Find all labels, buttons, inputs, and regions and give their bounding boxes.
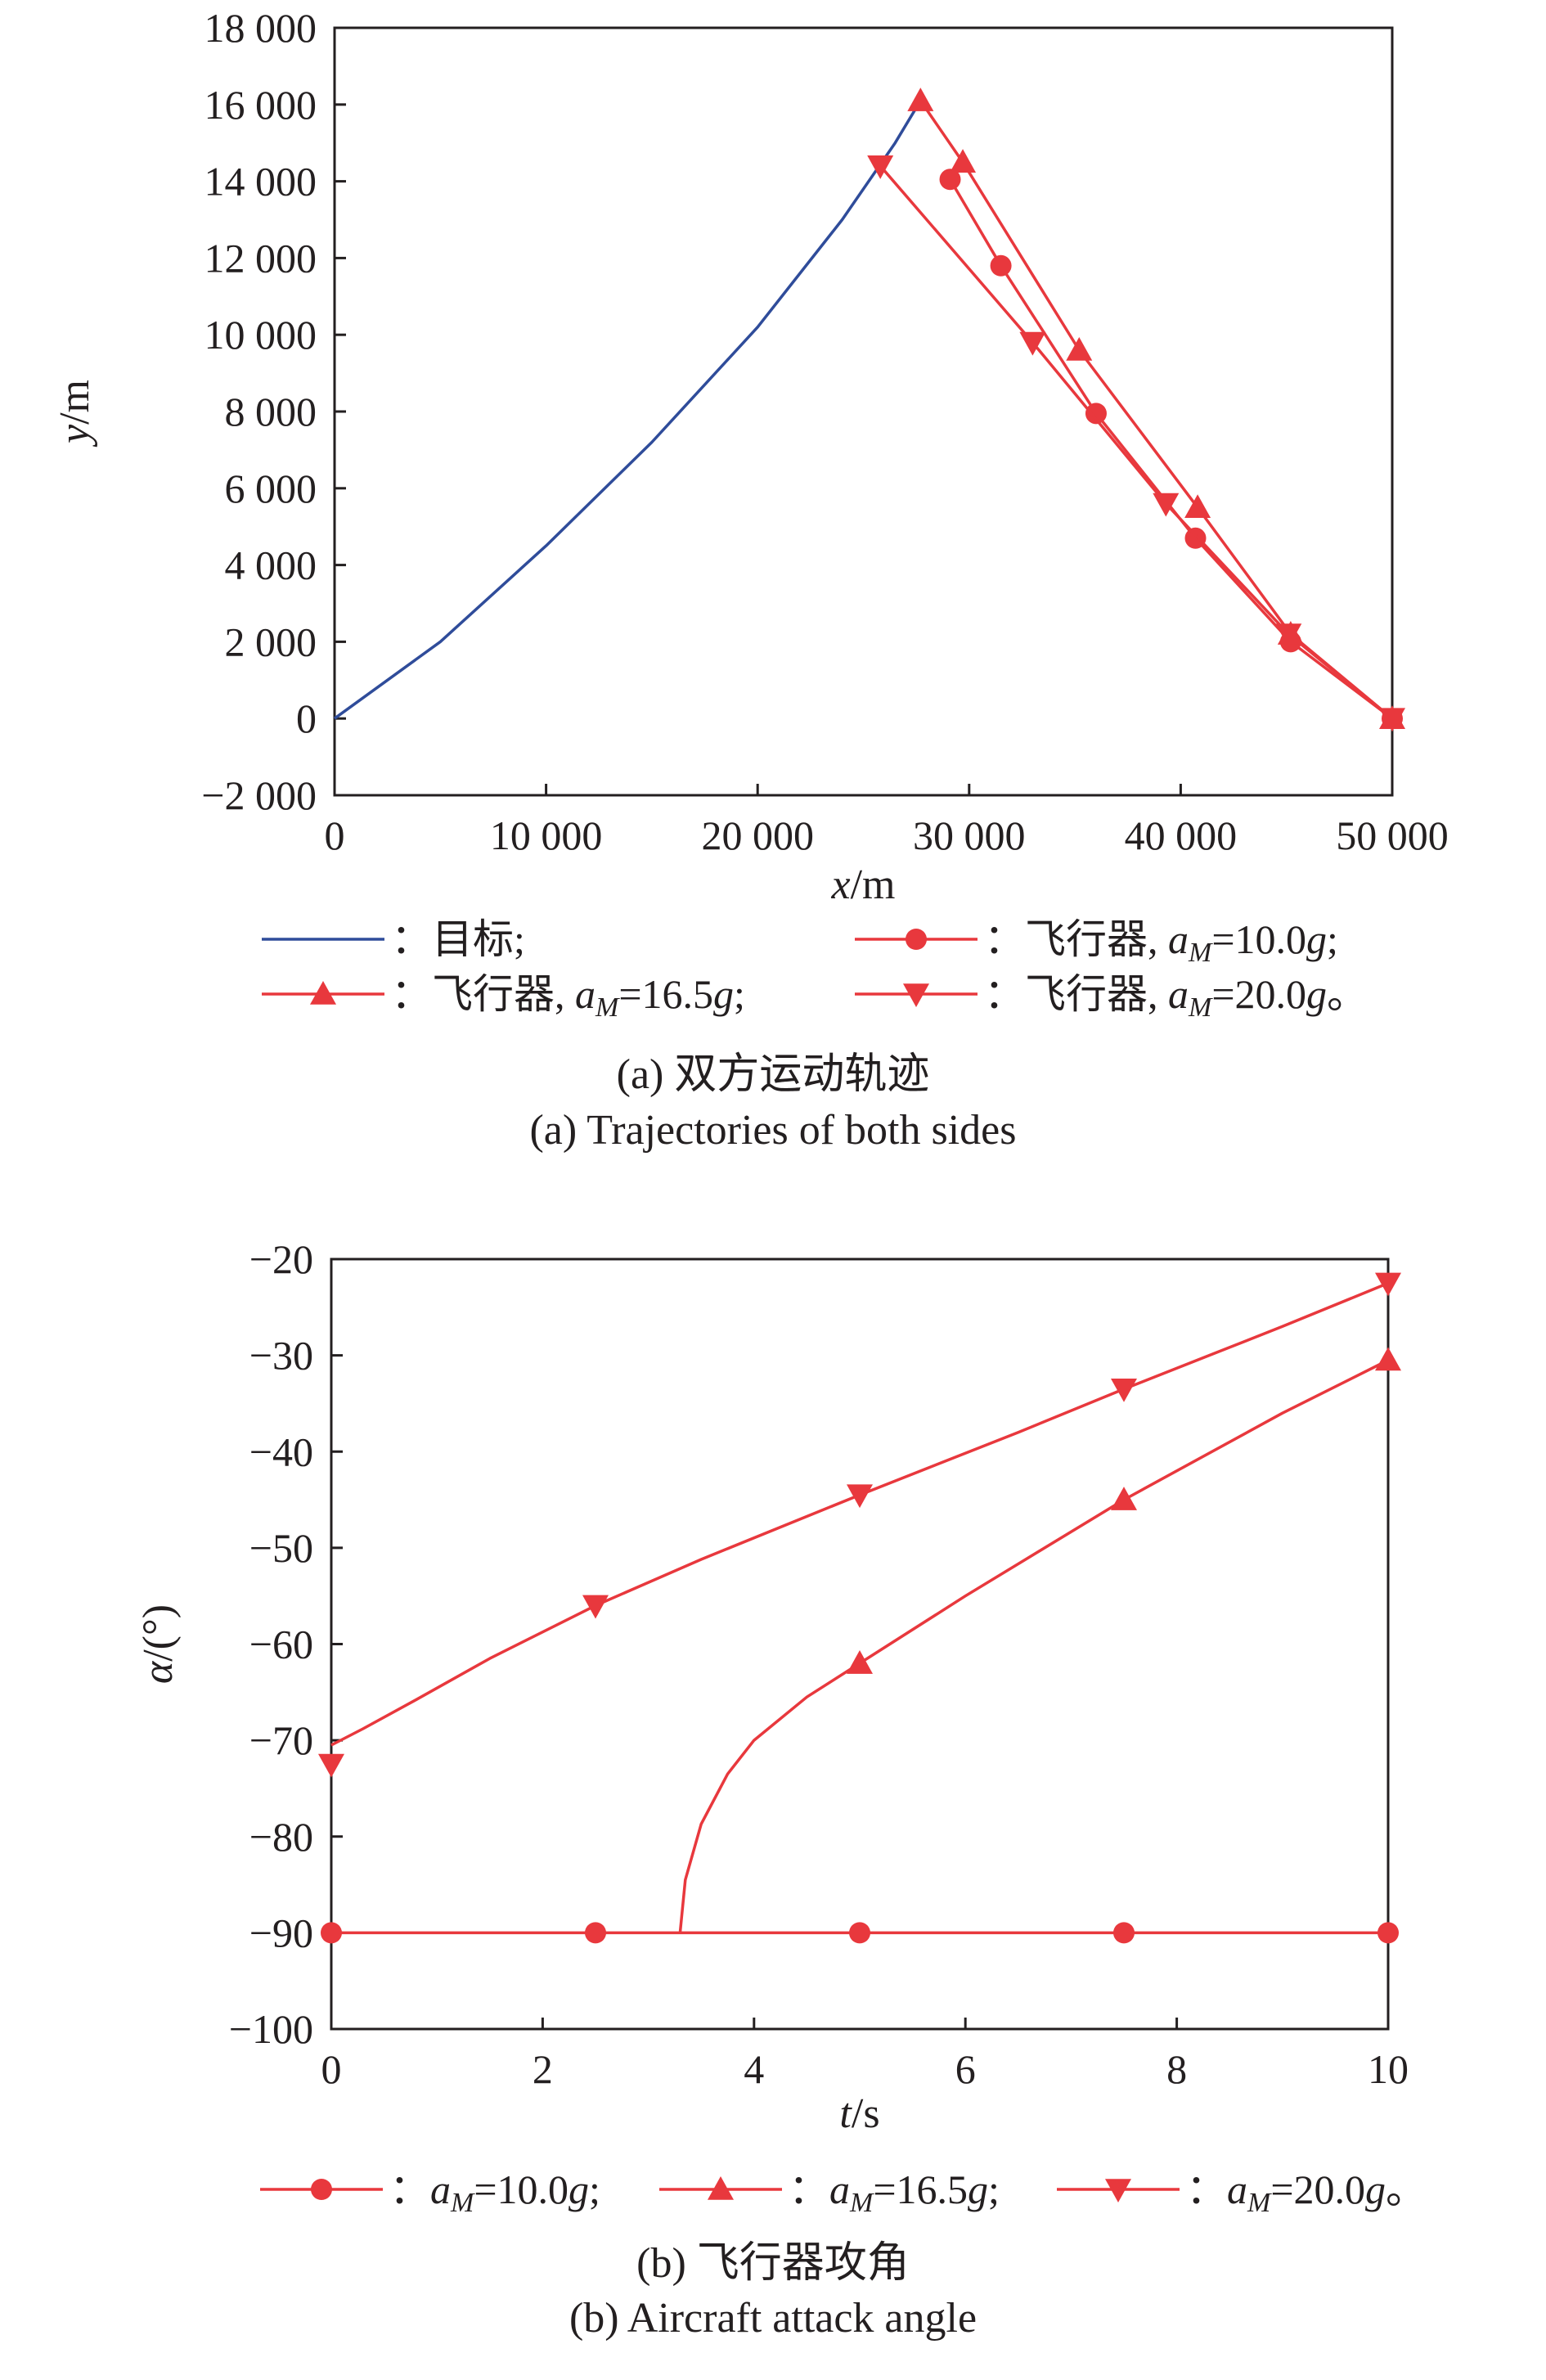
caption-en: (a) Trajectories of both sides [529,1107,1016,1154]
y-tick-label: 4 000 [225,542,317,588]
y-axis-label: α/(°) [135,1604,182,1684]
data-point-aM=20.0g [1375,1272,1401,1297]
legend-marker [1105,2179,1131,2202]
series-line-目标 [333,100,922,720]
series-line-aM=10.0g [948,178,1394,720]
y-tick-label: 12 000 [204,235,317,281]
x-tick-label: 20 000 [701,812,814,858]
data-point-aM=10.0g [849,1922,870,1944]
legend-marker [906,929,927,950]
y-tick-label: −20 [249,1236,313,1282]
x-tick-label: 0 [325,812,345,858]
legend: ：aM=10.0g; ：aM=16.5g; ：aM=20.0g。 [260,2166,1427,2218]
data-point-aM=16.5g [1184,494,1211,519]
x-tick-label: 6 [955,2046,976,2092]
data-point-aM=16.5g [907,88,934,111]
legend-label: ：aM=16.5g; [789,2166,1000,2218]
data-point-aM=10.0g [585,1922,606,1944]
series-group [318,1272,1401,1944]
series-line-aM=16.5g [678,1358,1389,1933]
x-tick-label: 30 000 [913,812,1026,858]
y-tick-label: −60 [249,1622,313,1667]
y-tick-label: −50 [249,1525,313,1571]
data-point-aM=10.0g [939,169,961,191]
x-tick-label: 0 [321,2046,342,2092]
x-axis-label: t/s [839,2090,879,2137]
legend-label: ：aM=10.0g; [389,2166,600,2218]
data-point-aM=20.0g [1111,1378,1137,1402]
legend-marker [708,2176,734,2200]
x-tick-label: 2 [533,2046,553,2092]
legend-label: ：目标; [391,916,525,962]
data-point-aM=20.0g [1153,493,1180,517]
y-tick-label: −30 [249,1333,313,1379]
data-point-aM=20.0g [1379,708,1405,732]
y-tick-label: −100 [229,2006,313,2052]
x-tick-label: 10 [1368,2046,1409,2092]
data-point-aM=16.5g [1066,336,1093,361]
legend-label: ：飞行器, aM=16.5g; [391,971,745,1023]
data-point-aM=10.0g [1085,403,1107,425]
chart-a-trajectories: 0 10 000 20 000 30 000 40 000 50 000−2 00002 … [52,5,1449,1154]
data-point-aM=20.0g [318,1753,344,1778]
legend-label: ：飞行器, aM=20.0g。 [984,971,1368,1023]
data-point-aM=10.0g [1184,527,1207,549]
y-tick-label: 16 000 [204,82,317,128]
legend-marker [903,983,929,1007]
x-tick-label: 10 000 [490,812,603,858]
data-point-aM=16.5g [1111,1487,1137,1510]
legend-marker [310,981,336,1005]
x-axis-label: x/m [831,862,896,908]
y-tick-label: 10 000 [204,312,317,358]
y-tick-label: 6 000 [225,466,317,511]
x-tick-label: 40 000 [1125,812,1238,858]
data-point-aM=16.5g [847,1650,873,1674]
x-tick-label: 4 [744,2046,764,2092]
y-tick-label: 2 000 [225,619,317,664]
y-tick-label: 18 000 [204,5,317,51]
legend-marker [311,2179,332,2200]
data-point-aM=10.0g [321,1922,342,1944]
caption-cn: (a) 双方运动轨迹 [617,1051,930,1098]
data-point-aM=20.0g [1019,331,1046,356]
data-point-aM=10.0g [990,254,1012,277]
data-point-aM=20.0g [582,1595,609,1619]
series-line-aM=20.0g [879,164,1394,720]
plot-frame [333,26,1394,797]
y-tick-label: −2 000 [201,772,317,818]
caption-en: (b) Aircraft attack angle [569,2295,977,2342]
data-point-aM=20.0g [1275,623,1302,648]
legend: ：目标; ：飞行器, aM=10.0g; ：飞行器, aM=16.5g; ：飞行器, … [262,916,1368,1023]
data-point-aM=16.5g [950,149,977,173]
series-line-aM=20.0g [330,1281,1389,1747]
x-tick-label: 8 [1166,2046,1187,2092]
y-tick-label: −80 [249,1814,313,1860]
chart-b-attack-angle: 0 2 4 6 8 10 −100 −90 −80 −70 −60 −50 −40 −30 −20 t/s α/… [135,1236,1427,2342]
y-tick-label: −40 [249,1428,313,1474]
series-line-aM=16.5g [919,100,1394,720]
y-tick-label: −90 [249,1910,313,1955]
y-tick-label: −70 [249,1717,313,1763]
y-tick-label: 14 000 [204,159,317,205]
data-point-aM=16.5g [1375,1347,1401,1371]
data-point-aM=10.0g [1377,1922,1399,1944]
legend-label: ：aM=20.0g。 [1186,2166,1427,2218]
data-point-aM=10.0g [1113,1922,1135,1944]
y-axis-label: y/m [52,380,98,448]
legend-label: ：飞行器, aM=10.0g; [984,916,1338,968]
series-group [333,88,1405,732]
data-point-aM=20.0g [867,155,894,179]
y-tick-label: 0 [296,695,317,741]
caption-cn: (b) 飞行器攻角 [636,2240,910,2287]
y-tick-label: 8 000 [225,389,317,434]
x-tick-label: 50 000 [1336,812,1449,858]
data-point-aM=20.0g [847,1484,873,1509]
plot-frame [330,1257,1390,2031]
